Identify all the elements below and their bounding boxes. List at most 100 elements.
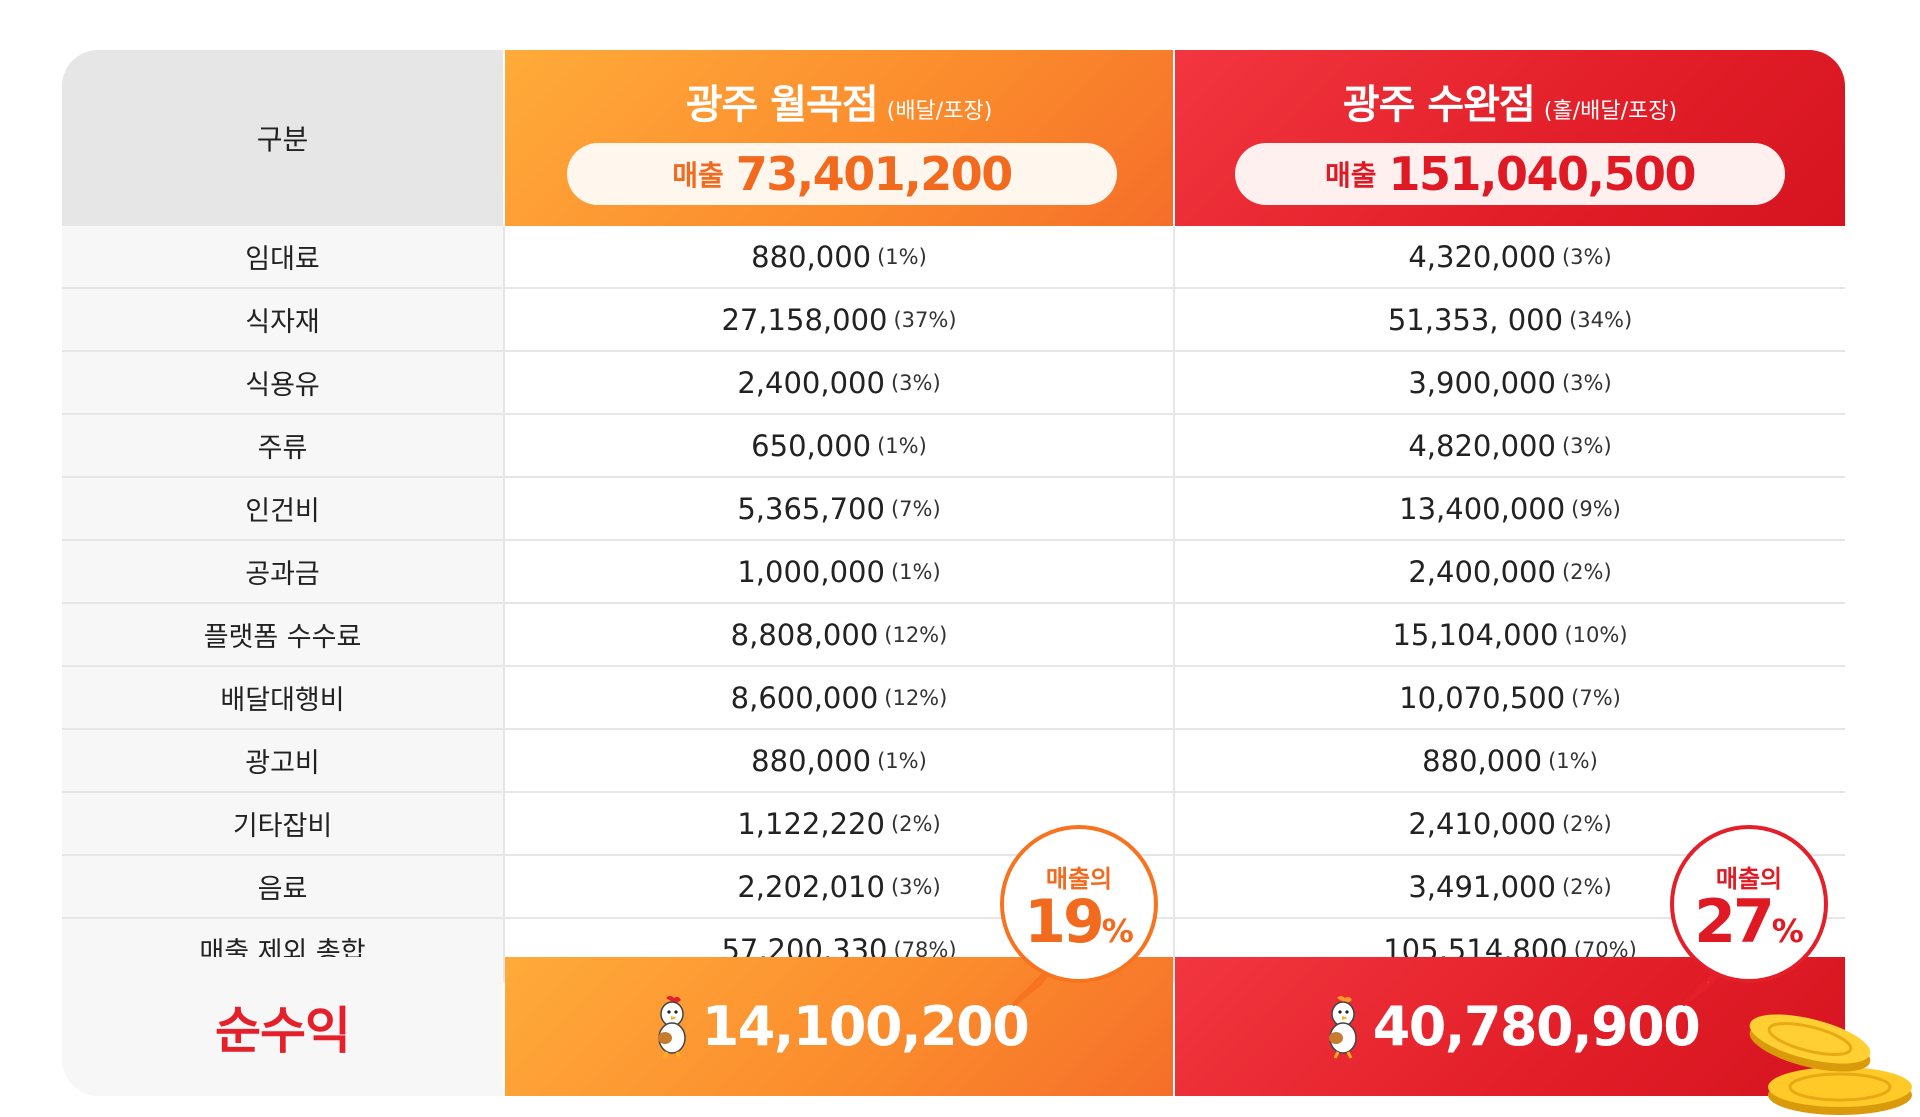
row-label: 인건비 — [62, 478, 503, 539]
gold-coins-icon — [1749, 1014, 1912, 1115]
amount: 2,202,010 — [737, 869, 885, 904]
store-type: (배달/포장) — [886, 99, 993, 124]
net-profit-value: 40,780,900 — [1372, 995, 1701, 1058]
row-label: 식자재 — [62, 289, 503, 350]
badge-unit: % — [1101, 912, 1134, 950]
amount: 1,122,220 — [737, 806, 885, 841]
wolgok-value: 27,158,000 (37%) — [505, 289, 1173, 350]
percent: (1%) — [1548, 748, 1598, 773]
row-label: 배달대행비 — [62, 667, 503, 728]
sales-value: 151,040,500 — [1388, 147, 1697, 201]
amount: 3,491,000 — [1408, 869, 1556, 904]
table-row: 음료 2,202,010 (3%) 3,491,000 (2%) — [62, 856, 1845, 919]
wolgok-value: 1,000,000 (1%) — [505, 541, 1173, 602]
amount: 4,320,000 — [1408, 239, 1556, 274]
net-profit-suwan: 40,780,900 — [1175, 957, 1845, 1096]
percent: (1%) — [877, 748, 927, 773]
table-row: 식자재 27,158,000 (37%) 51,353, 000 (34%) — [62, 289, 1845, 352]
table-row: 기타잡비 1,122,220 (2%) 2,410,000 (2%) — [62, 793, 1845, 856]
suwan-value: 10,070,500 (7%) — [1175, 667, 1845, 728]
suwan-value: 15,104,000 (10%) — [1175, 604, 1845, 665]
profit-ratio-badge-suwan: 매출의 27% — [1670, 825, 1828, 983]
suwan-value: 4,820,000 (3%) — [1175, 415, 1845, 476]
badge-text: 매출의 — [1715, 865, 1783, 893]
amount: 880,000 — [1422, 743, 1543, 778]
amount: 15,104,000 — [1392, 617, 1559, 652]
amount: 2,410,000 — [1408, 806, 1556, 841]
profit-comparison-table: 구분 광주 월곡점 (배달/포장) 매출 73,401,200 광주 수완점 (… — [62, 50, 1845, 1096]
amount: 4,820,000 — [1408, 428, 1556, 463]
amount: 2,400,000 — [1408, 554, 1556, 589]
row-label: 식용유 — [62, 352, 503, 413]
percent: (1%) — [877, 433, 927, 458]
badge-unit: % — [1771, 912, 1804, 950]
table-row: 배달대행비 8,600,000 (12%) 10,070,500 (7%) — [62, 667, 1845, 730]
sales-pill: 매출 151,040,500 — [1235, 143, 1785, 205]
wolgok-value: 880,000 (1%) — [505, 226, 1173, 287]
wolgok-value: 8,600,000 (12%) — [505, 667, 1173, 728]
chicken-mascot-icon — [657, 995, 686, 1059]
header-category-label: 구분 — [256, 123, 309, 156]
suwan-value: 2,400,000 (2%) — [1175, 541, 1845, 602]
row-label: 광고비 — [62, 730, 503, 791]
net-profit-label-cell: 순수익 — [62, 957, 503, 1096]
wolgok-value: 1,122,220 (2%) — [505, 793, 1173, 854]
profit-ratio-badge-wolgok: 매출의 19% — [1000, 825, 1158, 983]
expense-rows: 임대료 880,000 (1%) 4,320,000 (3%) 식자재 27,158… — [62, 226, 1845, 982]
percent: (34%) — [1569, 307, 1633, 332]
row-label: 음료 — [62, 856, 503, 917]
percent: (1%) — [877, 244, 927, 269]
badge-number-value: 19 — [1024, 887, 1104, 957]
net-profit-label: 순수익 — [215, 1001, 351, 1060]
wolgok-value: 8,808,000 (12%) — [505, 604, 1173, 665]
percent: (3%) — [1561, 433, 1612, 458]
percent: (9%) — [1571, 496, 1621, 521]
store-name: 광주 월곡점 — [685, 82, 879, 128]
amount: 880,000 — [751, 239, 872, 274]
percent: (12%) — [884, 622, 948, 647]
amount: 8,808,000 — [730, 617, 879, 652]
store-title: 광주 월곡점 (배달/포장) — [505, 72, 1173, 130]
amount: 3,900,000 — [1408, 365, 1556, 400]
sales-value: 73,401,200 — [735, 147, 1014, 201]
wolgok-value: 5,365,700 (7%) — [505, 478, 1173, 539]
wolgok-value: 650,000 (1%) — [505, 415, 1173, 476]
amount: 880,000 — [751, 743, 872, 778]
wolgok-value: 2,400,000 (3%) — [505, 352, 1173, 413]
percent: (3%) — [890, 370, 941, 395]
sales-label: 매출 — [1324, 159, 1377, 192]
suwan-value: 880,000 (1%) — [1175, 730, 1845, 791]
percent: (3%) — [1561, 244, 1612, 269]
table-row: 인건비 5,365,700 (7%) 13,400,000 (9%) — [62, 478, 1845, 541]
table-row: 플랫폼 수수료 8,808,000 (12%) 15,104,000 (10%) — [62, 604, 1845, 667]
percent: (3%) — [1561, 370, 1612, 395]
badge-number: 27% — [1674, 887, 1824, 957]
header-category-cell: 구분 — [62, 50, 503, 226]
badge-number-value: 27 — [1694, 887, 1774, 957]
badge-number: 19% — [1004, 887, 1154, 957]
amount: 10,070,500 — [1399, 680, 1566, 715]
percent: (2%) — [890, 811, 941, 836]
percent: (7%) — [890, 496, 941, 521]
suwan-value: 13,400,000 (9%) — [1175, 478, 1845, 539]
percent: (3%) — [890, 874, 941, 899]
net-profit-value: 14,100,200 — [701, 995, 1030, 1058]
badge-text: 매출의 — [1045, 865, 1113, 893]
amount: 2,400,000 — [737, 365, 885, 400]
row-label: 플랫폼 수수료 — [62, 604, 503, 665]
sales-label: 매출 — [672, 159, 724, 192]
row-label: 임대료 — [62, 226, 503, 287]
amount: 650,000 — [751, 428, 872, 463]
percent: (7%) — [1571, 685, 1621, 710]
row-label: 공과금 — [62, 541, 503, 602]
percent: (10%) — [1564, 622, 1628, 647]
suwan-value: 51,353, 000 (34%) — [1175, 289, 1845, 350]
table-row: 광고비 880,000 (1%) 880,000 (1%) — [62, 730, 1845, 793]
store-name: 광주 수완점 — [1342, 82, 1536, 128]
row-label: 기타잡비 — [62, 793, 503, 854]
percent: (37%) — [893, 307, 957, 332]
amount: 51,353, 000 — [1387, 302, 1564, 337]
amount: 5,365,700 — [737, 491, 885, 526]
table-row: 공과금 1,000,000 (1%) 2,400,000 (2%) — [62, 541, 1845, 604]
store-title: 광주 수완점 (홀/배달/포장) — [1175, 72, 1845, 130]
